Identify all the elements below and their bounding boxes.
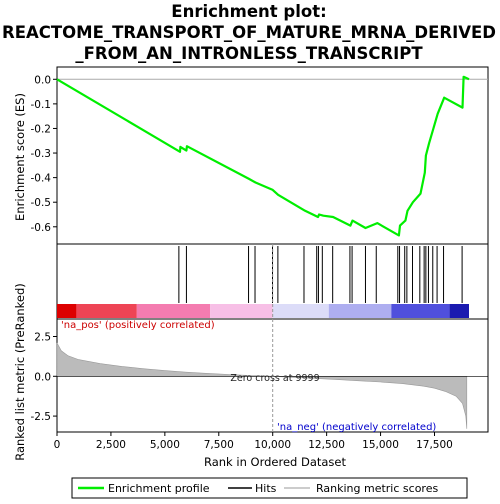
legend-box — [71, 477, 468, 499]
es-y-tick-label: -0.2 — [31, 123, 52, 135]
neg-correlated-label: 'na_neg' (negatively correlated) — [277, 422, 436, 433]
color-bar-segment — [76, 304, 137, 318]
es-y-tick-label: 0.0 — [34, 74, 51, 86]
legend-metric-label: Ranking metric scores — [316, 482, 438, 495]
color-bar-segment — [328, 304, 392, 318]
metric-y-tick-label: 0.0 — [34, 371, 51, 383]
color-bar-segment — [272, 304, 329, 318]
ranking-metric-area — [56, 342, 468, 429]
pos-correlated-label: 'na_pos' (positively correlated) — [61, 320, 215, 331]
metric-y-tick-label: -2.5 — [31, 411, 52, 423]
enrichment-profile-line — [56, 75, 470, 237]
x-tick-label: 7,500 — [204, 439, 234, 451]
es-y-tick-label: -0.4 — [31, 173, 52, 185]
chart-title: Enrichment plot: — [171, 2, 326, 21]
es-y-tick-label: -0.3 — [31, 148, 52, 160]
es-y-axis-label: Enrichment score (ES) — [13, 93, 27, 221]
color-bar-segment — [57, 304, 77, 318]
legend: Enrichment profile Hits Ranking metric s… — [71, 477, 468, 499]
es-y-tick-label: -0.5 — [31, 197, 52, 209]
legend-profile-label: Enrichment profile — [108, 482, 210, 495]
chart-title-line-1: REACTOME_TRANSPORT_OF_MATURE_MRNA_DERIVE… — [2, 23, 496, 42]
es-y-tick-label: -0.6 — [31, 222, 52, 234]
metric-y-tick-label: 2.5 — [34, 332, 51, 344]
x-tick-label: 5,000 — [150, 439, 180, 451]
zero-cross-label: Zero cross at 9999 — [230, 373, 319, 384]
x-axis-label: Rank in Ordered Dataset — [204, 455, 347, 469]
x-tick-label: 10,000 — [254, 439, 291, 451]
x-tick-label: 15,000 — [362, 439, 399, 451]
x-tick-label: 2,500 — [96, 439, 126, 451]
metric-y-axis-label: Ranked list metric (PreRanked) — [13, 283, 27, 461]
color-bar-segment — [210, 304, 273, 318]
es-panel: 0.0 -0.1 -0.2 -0.3 -0.4 -0.5 -0.6 — [31, 74, 488, 237]
x-tick-label: 12,500 — [308, 439, 345, 451]
x-tick-label: 0 — [54, 439, 61, 451]
x-axis: 0 2,500 5,000 7,500 10,000 12,500 15,000 17,500 — [54, 432, 453, 451]
chart-title-line-2: _FROM_AN_INTRONLESS_TRANSCRIPT — [75, 44, 423, 63]
es-y-tick-label: -0.1 — [31, 99, 52, 111]
es-panel-frame — [56, 66, 489, 245]
hits-panel — [57, 246, 469, 318]
color-bar-segment — [449, 304, 469, 318]
color-bar-segment — [391, 304, 450, 318]
metric-panel: 2.5 0.0 -2.5 — [31, 244, 488, 432]
x-tick-label: 17,500 — [416, 439, 453, 451]
color-bar-segment — [136, 304, 211, 318]
legend-hits-label: Hits — [255, 482, 277, 495]
